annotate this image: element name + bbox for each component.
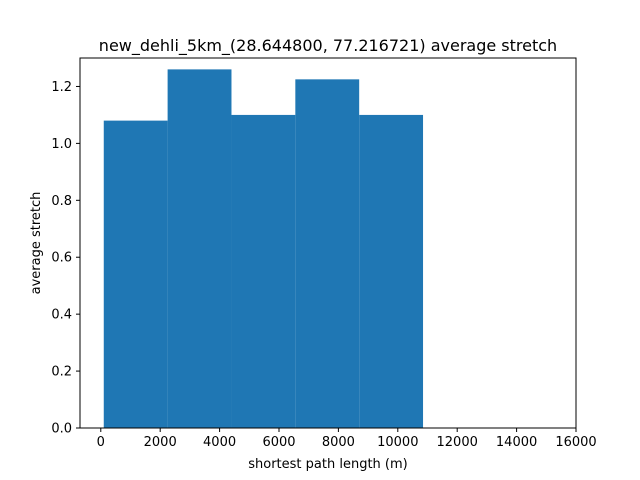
y-axis-ticks: 0.0 0.2 0.4 0.6 0.8 1.0 1.2 bbox=[51, 80, 80, 437]
y-tick-label: 0.8 bbox=[51, 194, 72, 209]
x-tick-label: 16000 bbox=[555, 435, 596, 450]
x-tick-label: 6000 bbox=[262, 435, 295, 450]
chart-title: new_dehli_5km_(28.644800, 77.216721) ave… bbox=[99, 36, 557, 56]
histogram-bar-3 bbox=[295, 79, 360, 428]
y-axis-label: average stretch bbox=[29, 192, 44, 295]
y-tick-label: 0.6 bbox=[51, 251, 72, 266]
x-tick-label: 10000 bbox=[377, 435, 418, 450]
x-tick-label: 4000 bbox=[203, 435, 236, 450]
histogram-bar-1 bbox=[167, 69, 232, 428]
x-tick-label: 12000 bbox=[437, 435, 478, 450]
histogram-bar-0 bbox=[103, 120, 168, 428]
x-axis-ticks: 0 2000 4000 6000 8000 10000 12000 14000 16000 bbox=[97, 428, 597, 450]
x-tick-label: 2000 bbox=[144, 435, 177, 450]
y-tick-label: 1.2 bbox=[51, 80, 72, 95]
x-tick-label: 0 bbox=[97, 435, 105, 450]
histogram-bar-2 bbox=[231, 114, 296, 428]
y-tick-label: 0.2 bbox=[51, 365, 72, 380]
plot-frame bbox=[79, 57, 577, 429]
x-tick-label: 14000 bbox=[496, 435, 537, 450]
bars-group bbox=[103, 69, 424, 428]
y-tick-label: 1.0 bbox=[51, 137, 72, 152]
y-tick-label: 0.4 bbox=[51, 308, 72, 323]
x-tick-label: 8000 bbox=[322, 435, 355, 450]
histogram-bar-4 bbox=[359, 114, 424, 428]
y-tick-label: 0.0 bbox=[51, 422, 72, 437]
x-axis-label: shortest path length (m) bbox=[248, 457, 407, 472]
